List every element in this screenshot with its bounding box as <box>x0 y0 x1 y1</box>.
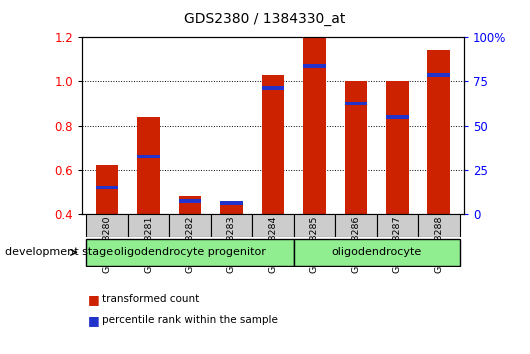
Bar <box>252 214 294 237</box>
Bar <box>303 37 326 214</box>
Text: ■: ■ <box>87 314 99 327</box>
Bar <box>428 73 450 76</box>
Bar <box>261 86 285 90</box>
Bar <box>418 214 460 237</box>
Text: oligodendrocyte progenitor: oligodendrocyte progenitor <box>114 247 266 257</box>
Bar <box>137 155 160 158</box>
Bar <box>128 214 169 237</box>
Bar <box>220 201 243 205</box>
Text: GSM138286: GSM138286 <box>351 215 360 273</box>
Bar <box>386 115 409 119</box>
Bar <box>377 214 418 237</box>
Text: GSM138285: GSM138285 <box>310 215 319 273</box>
Text: percentile rank within the sample: percentile rank within the sample <box>102 315 278 325</box>
Bar <box>303 64 326 68</box>
Bar <box>211 214 252 237</box>
Text: GSM138287: GSM138287 <box>393 215 402 273</box>
Bar <box>294 239 460 266</box>
Bar <box>169 214 211 237</box>
Bar <box>344 102 367 105</box>
Bar <box>294 214 335 237</box>
Bar <box>386 81 409 214</box>
Bar <box>86 239 294 266</box>
Bar <box>344 81 367 214</box>
Text: GSM138288: GSM138288 <box>435 215 444 273</box>
Text: GSM138282: GSM138282 <box>186 215 195 273</box>
Bar <box>179 196 201 214</box>
Text: transformed count: transformed count <box>102 294 199 304</box>
Bar <box>261 75 285 214</box>
Bar <box>137 117 160 214</box>
Bar <box>179 199 201 202</box>
Text: development stage: development stage <box>5 247 113 257</box>
Bar <box>428 50 450 214</box>
Bar <box>335 214 377 237</box>
Text: oligodendrocyte: oligodendrocyte <box>332 247 422 257</box>
Bar <box>95 165 118 214</box>
Text: GSM138281: GSM138281 <box>144 215 153 273</box>
Text: GSM138283: GSM138283 <box>227 215 236 273</box>
Text: GSM138284: GSM138284 <box>269 215 277 273</box>
Bar <box>220 201 243 214</box>
Bar <box>86 214 128 237</box>
Text: ■: ■ <box>87 293 99 306</box>
Text: GDS2380 / 1384330_at: GDS2380 / 1384330_at <box>184 12 346 27</box>
Bar <box>95 186 118 189</box>
Text: GSM138280: GSM138280 <box>102 215 111 273</box>
